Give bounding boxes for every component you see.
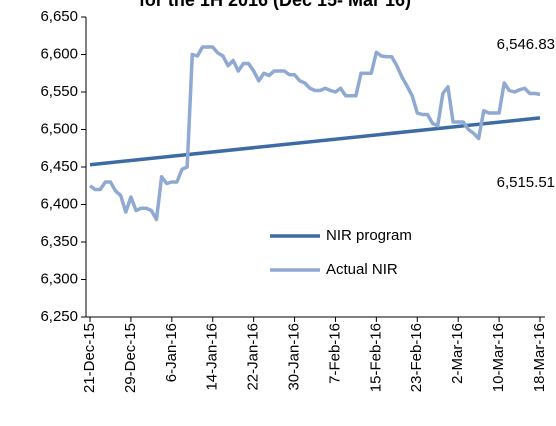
x-tick-label: 30-Jan-16 [286, 323, 303, 391]
y-tick-label: 6,400 [40, 195, 78, 212]
x-tick-label: 23-Feb-16 [408, 323, 425, 392]
x-tick-label: 22-Jan-16 [245, 323, 262, 391]
x-tick-label: 14-Jan-16 [204, 323, 221, 391]
y-tick-label: 6,600 [40, 45, 78, 62]
x-tick-label: 7-Feb-16 [326, 323, 343, 384]
x-tick-label: 2-Mar-16 [449, 323, 466, 384]
annotation: 6,546.83 [497, 36, 555, 53]
y-tick-label: 6,550 [40, 83, 78, 100]
y-tick-label: 6,350 [40, 233, 78, 250]
x-tick-label: 15-Feb-16 [367, 323, 384, 392]
x-tick-label: 18-Mar-16 [531, 323, 548, 392]
legend-label: NIR program [326, 227, 412, 244]
chart-title: for the 1H 2016 (Dec 15- Mar 16) [139, 0, 411, 10]
x-tick-label: 29-Dec-15 [122, 323, 139, 393]
y-tick-label: 6,650 [40, 8, 78, 25]
legend-label: Actual NIR [326, 261, 398, 278]
y-tick-label: 6,250 [40, 308, 78, 325]
x-tick-label: 21-Dec-15 [81, 323, 98, 393]
x-tick-label: 10-Mar-16 [490, 323, 507, 392]
annotation: 6,515.51 [497, 174, 555, 191]
y-tick-label: 6,300 [40, 270, 78, 287]
y-tick-label: 6,450 [40, 158, 78, 175]
x-tick-label: 6-Jan-16 [163, 323, 180, 382]
series-line [88, 45, 541, 222]
series-line [89, 116, 541, 167]
y-tick-label: 6,500 [40, 120, 78, 137]
